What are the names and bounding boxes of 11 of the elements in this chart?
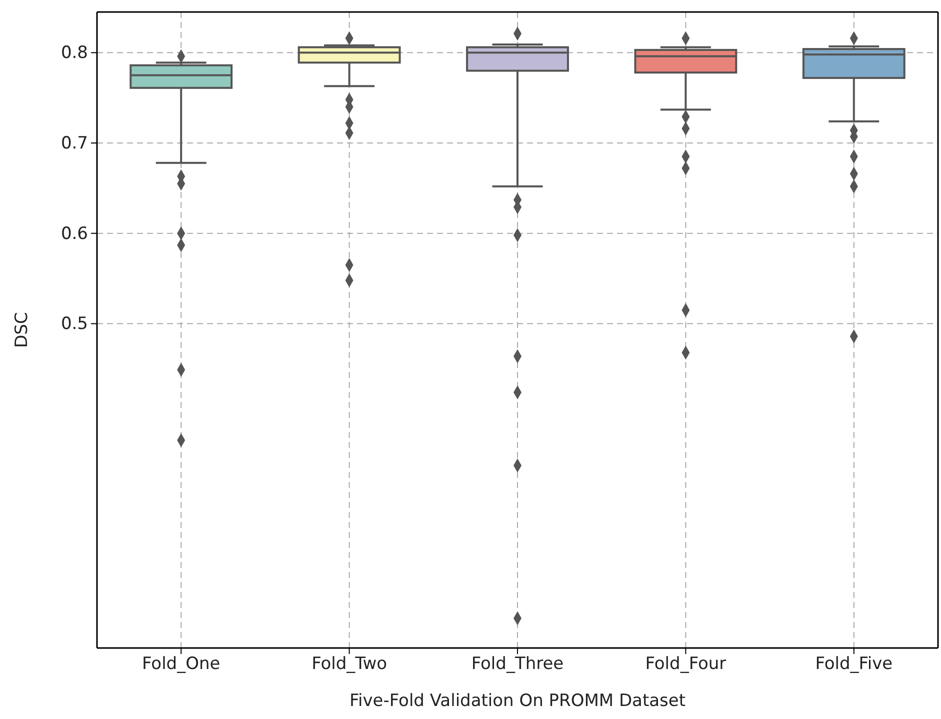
x-tick-label: Fold_Two (312, 654, 388, 674)
x-tick-label: Fold_Five (815, 654, 893, 674)
x-tick-label: Fold_Three (471, 654, 564, 674)
x-tick-label: Fold_One (142, 654, 220, 674)
y-tick-label: 0.7 (60, 133, 88, 154)
y-axis-title: DSC (12, 312, 32, 348)
x-tick-label: Fold_Four (645, 654, 726, 674)
y-tick-label: 0.8 (60, 43, 88, 64)
y-tick-label: 0.6 (60, 224, 88, 244)
y-tick-label: 0.5 (60, 314, 88, 334)
x-axis-title: Five-Fold Validation On PROMM Dataset (349, 691, 686, 711)
